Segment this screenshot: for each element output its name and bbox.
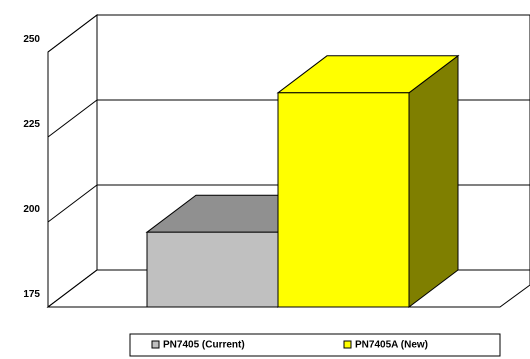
y-tick-label: 250 bbox=[23, 34, 40, 45]
bar bbox=[146, 231, 279, 308]
bar-side bbox=[408, 54, 459, 309]
y-tick-label: 225 bbox=[23, 119, 40, 130]
legend-box bbox=[129, 333, 501, 357]
legend-label: PN7405A (New) bbox=[355, 340, 428, 351]
y-tick-label: 175 bbox=[23, 289, 40, 300]
bar bbox=[277, 92, 410, 308]
legend-label: PN7405 (Current) bbox=[163, 340, 245, 351]
legend-swatch bbox=[151, 340, 160, 349]
y-tick-label: 200 bbox=[23, 204, 40, 215]
side-wall bbox=[47, 13, 98, 309]
legend-swatch bbox=[343, 340, 352, 349]
grid-line bbox=[47, 14, 530, 53]
